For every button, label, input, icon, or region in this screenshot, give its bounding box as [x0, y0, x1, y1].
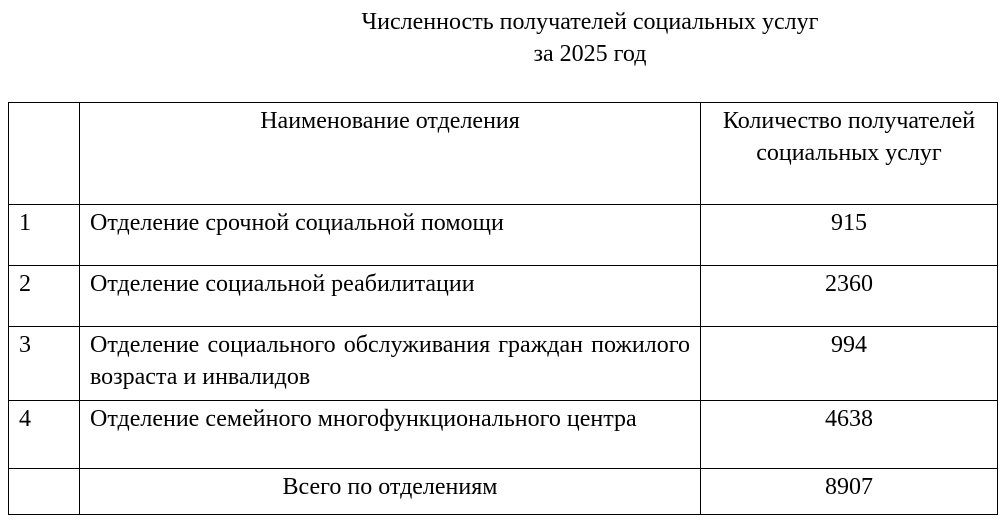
table-row: 2 Отделение социальной реабилитации 2360	[8, 265, 998, 327]
total-label: Всего по отделениям	[79, 468, 701, 515]
total-count: 8907	[700, 468, 998, 515]
table-row: 3 Отделение социального обслуживания гра…	[8, 326, 998, 401]
table-row: 4 Отделение семейного многофункционально…	[8, 400, 998, 469]
title-line-2: за 2025 год	[533, 41, 647, 67]
row-num: 1	[8, 204, 80, 266]
row-name: Отделение семейного многофункционального…	[79, 400, 701, 469]
table-row: 1 Отделение срочной социальной помощи 91…	[8, 204, 998, 266]
total-row: Всего по отделениям 8907	[8, 468, 998, 515]
header-num	[8, 102, 80, 205]
row-num: 4	[8, 400, 80, 469]
title-line-1: Численность получателей социальных услуг	[361, 9, 819, 35]
header-row: Наименование отделения Количество получа…	[8, 102, 998, 205]
header-count: Количество получателей социальных услуг	[700, 102, 998, 205]
row-count: 994	[700, 326, 998, 401]
row-name: Отделение социального обслуживания гражд…	[79, 326, 701, 401]
row-count: 915	[700, 204, 998, 266]
row-name: Отделение социальной реабилитации	[79, 265, 701, 327]
row-num: 2	[8, 265, 80, 327]
total-num	[8, 468, 80, 515]
row-count: 4638	[700, 400, 998, 469]
recipients-table: Наименование отделения Количество получа…	[8, 102, 998, 515]
header-name: Наименование отделения	[79, 102, 701, 205]
row-name: Отделение срочной социальной помощи	[79, 204, 701, 266]
document-title: Численность получателей социальных услуг…	[200, 6, 980, 70]
row-num: 3	[8, 326, 80, 401]
row-count: 2360	[700, 265, 998, 327]
